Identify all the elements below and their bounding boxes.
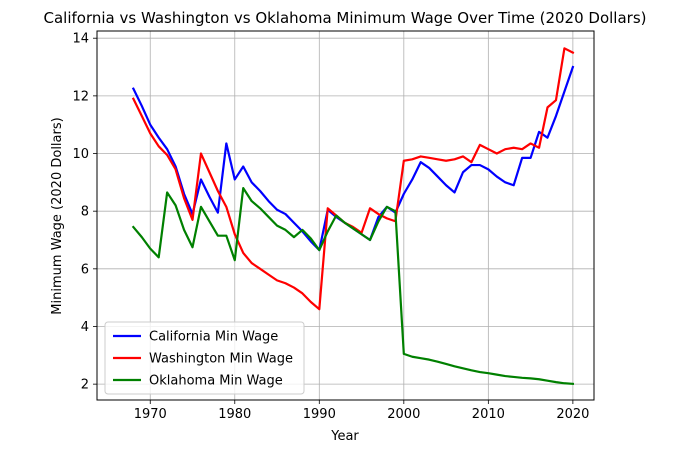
legend: California Min Wage Washington Min Wage Ok…	[104, 321, 305, 395]
legend-box	[104, 321, 305, 395]
plot-frame	[96, 30, 595, 401]
y-tick-label: 4	[81, 320, 89, 335]
grid-lines	[97, 31, 594, 400]
y-tick-label: 8	[81, 205, 89, 220]
chart-title: California vs Washington vs Oklahoma Min…	[43, 9, 646, 27]
x-axis-ticks: 1970 1980 1990 2000 2010 2020	[134, 400, 589, 422]
y-tick-label: 6	[81, 262, 89, 277]
y-tick-label: 2	[81, 378, 89, 393]
y-tick-label: 14	[72, 32, 89, 47]
y-tick-label: 12	[72, 89, 89, 104]
y-tick-label: 10	[72, 147, 89, 162]
x-tick-label: 1990	[303, 407, 336, 422]
x-axis-label: Year	[330, 429, 359, 444]
y-axis-label: Minimum Wage (2020 Dollars)	[50, 117, 65, 314]
x-tick-label: 1970	[134, 407, 167, 422]
series-lines	[131, 47, 575, 386]
legend-label: Oklahoma Min Wage	[149, 374, 283, 389]
x-tick-label: 2000	[387, 407, 420, 422]
x-tick-label: 2020	[556, 407, 589, 422]
y-axis-ticks: 2 4 6 8 10 12 14	[72, 32, 97, 393]
x-tick-label: 2010	[472, 407, 505, 422]
series-line-1	[131, 47, 575, 311]
legend-label: Washington Min Wage	[149, 352, 293, 367]
x-tick-label: 1980	[218, 407, 251, 422]
series-line-2	[131, 187, 575, 386]
legend-label: California Min Wage	[149, 330, 278, 345]
